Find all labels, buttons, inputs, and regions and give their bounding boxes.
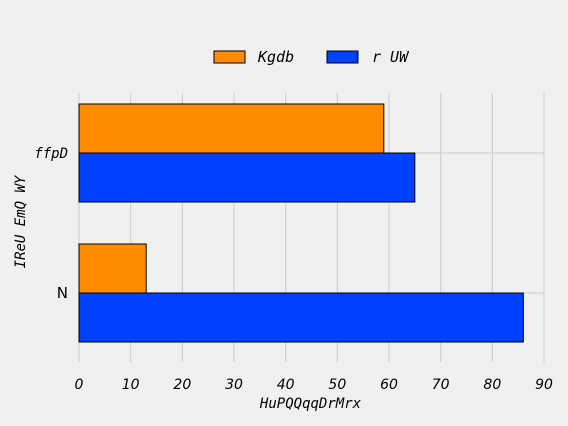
x-tick-labels: 0 10 20 30 40 50 60 70 80 90 xyxy=(75,377,553,393)
legend: Kgdb r UW xyxy=(213,48,410,66)
x-tick-label: 80 xyxy=(483,377,501,393)
x-tick-label: 30 xyxy=(225,377,243,393)
bars xyxy=(78,103,524,343)
x-tick-label: 0 xyxy=(75,377,84,393)
bar-r-uw-n xyxy=(78,292,524,343)
bar-r-uw-ffpd xyxy=(78,152,416,203)
bar-kgdb-n xyxy=(78,243,147,294)
x-tick-label: 70 xyxy=(432,377,450,393)
x-tick-label: 20 xyxy=(173,377,191,393)
y-tick-label: ffpD xyxy=(34,146,68,162)
legend-swatch xyxy=(326,50,359,64)
bar-kgdb-ffpd xyxy=(78,103,385,154)
x-tick-label: 50 xyxy=(328,377,346,393)
y-tick-label: N xyxy=(57,284,68,302)
x-axis-label: HuPQQqqDrMrx xyxy=(259,396,362,412)
y-axis-label: IReU EmQ WY xyxy=(13,174,29,268)
x-tick-label: 40 xyxy=(277,377,295,393)
legend-swatch xyxy=(213,50,246,64)
legend-label: Kgdb xyxy=(257,48,294,66)
x-tick-label: 10 xyxy=(122,377,140,393)
x-tick-label: 90 xyxy=(535,377,553,393)
x-tick-label: 60 xyxy=(380,377,398,393)
legend-label: r UW xyxy=(372,48,410,66)
